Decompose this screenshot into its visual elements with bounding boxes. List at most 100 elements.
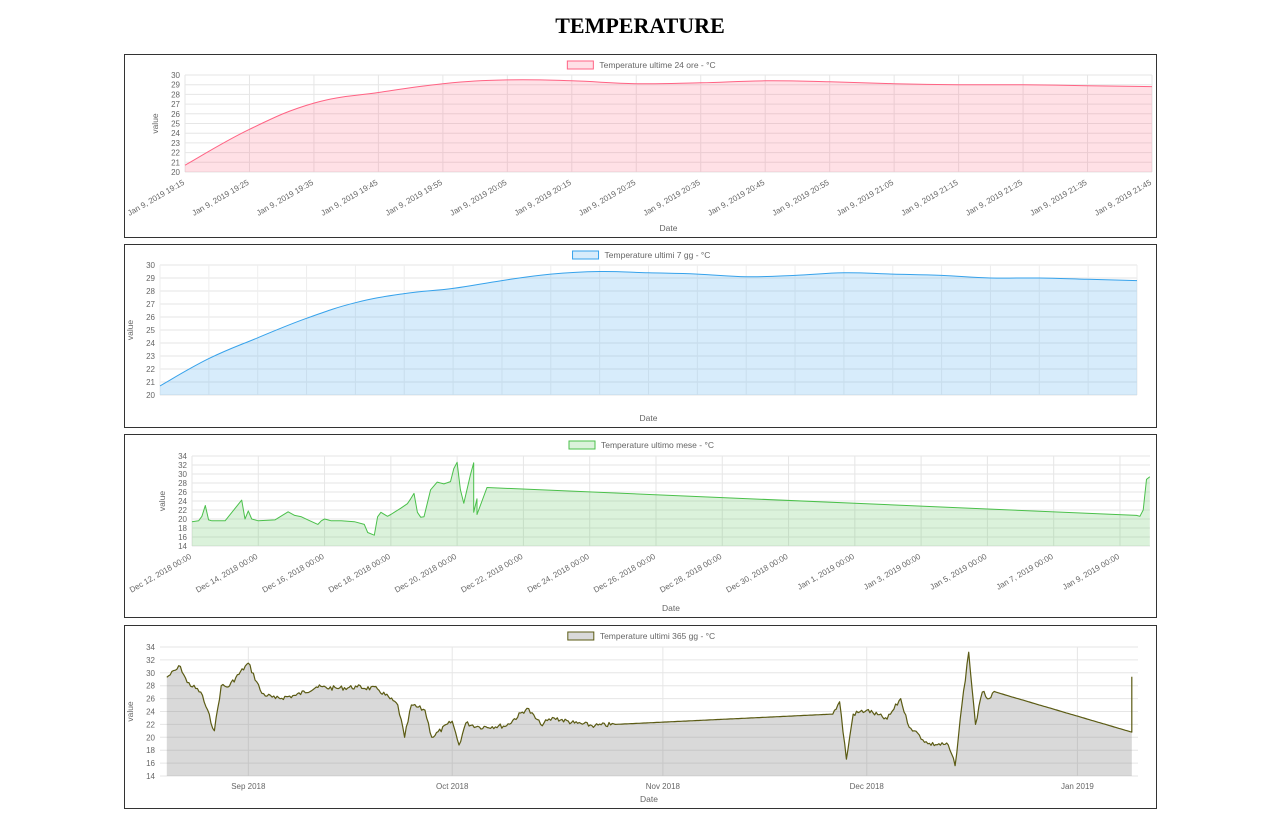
data-point	[1087, 85, 1088, 86]
series-area	[160, 271, 1137, 395]
data-point	[1131, 676, 1132, 677]
data-point	[214, 730, 215, 731]
y-tick-label: 20	[178, 515, 187, 524]
data-point	[390, 514, 391, 515]
data-point	[990, 277, 991, 278]
data-point	[356, 686, 357, 687]
data-point	[184, 165, 185, 166]
data-point	[159, 385, 160, 386]
data-point	[420, 517, 421, 518]
x-tick-label: Dec 20, 2018 00:00	[393, 552, 458, 595]
chart-month: Temperature ultimo mese - °C 141618202224…	[128, 440, 1151, 613]
y-tick-label: 18	[178, 524, 187, 533]
data-point	[450, 481, 451, 482]
data-point	[554, 717, 555, 718]
y-tick-label: 21	[146, 378, 155, 387]
data-point	[313, 103, 314, 104]
x-tick-label: Jan 9, 2019 19:55	[384, 178, 444, 218]
legend-swatch	[566, 60, 594, 70]
data-point	[1149, 476, 1150, 477]
data-point	[261, 693, 262, 694]
series-line	[191, 461, 1151, 536]
y-tick-label: 16	[146, 759, 155, 768]
x-tick-label: Oct 2018	[436, 782, 469, 791]
x-tick-label: Jan 9, 2019 21:25	[964, 178, 1024, 218]
series-area	[192, 462, 1150, 546]
y-tick-label: 14	[146, 772, 155, 781]
chart-365d: Temperature ultimi 365 gg - °C 14 16 18 20 22…	[125, 631, 1138, 804]
data-point	[479, 726, 480, 727]
x-tick-label: Jan 9, 2019 21:35	[1029, 178, 1089, 218]
y-tick-label: 24	[146, 339, 155, 348]
data-point	[306, 318, 307, 319]
data-point	[166, 677, 167, 678]
legend-label: Temperature ultime 24 ore - °C	[599, 60, 715, 70]
y-tick-label: 23	[146, 352, 155, 361]
series-line	[166, 651, 1133, 767]
x-axis-title: Date	[662, 603, 680, 613]
data-point	[331, 520, 332, 521]
x-tick-label: Jan 9, 2019 19:25	[190, 178, 250, 218]
y-axis-title: value	[157, 491, 167, 512]
legend-label: Temperature ultimo mese - °C	[601, 440, 714, 450]
data-point	[249, 129, 250, 130]
x-tick-label: Sep 2018	[231, 782, 266, 791]
data-point	[430, 489, 431, 490]
data-point	[400, 508, 401, 509]
y-tick-label: 16	[178, 533, 187, 542]
data-point	[907, 723, 908, 724]
y-tick-label: 29	[146, 274, 155, 283]
data-point	[846, 759, 847, 760]
x-tick-label: Jan 9, 2019 19:35	[255, 178, 315, 218]
x-tick-label: Jan 9, 2019 00:00	[1061, 552, 1121, 592]
data-point	[476, 514, 477, 515]
x-tick-label: Jan 9, 2019 20:15	[513, 178, 573, 218]
data-point	[424, 710, 425, 711]
data-point	[941, 275, 942, 276]
x-tick-label: Jan 9, 2019 21:15	[900, 178, 960, 218]
data-point	[829, 81, 830, 82]
data-point	[180, 666, 181, 667]
x-tick-label: Dec 28, 2018 00:00	[658, 552, 723, 595]
data-point	[257, 337, 258, 338]
data-point	[367, 532, 368, 533]
x-tick-label: Jan 9, 2019 20:35	[642, 178, 702, 218]
data-point	[355, 302, 356, 303]
data-point	[443, 483, 444, 484]
data-point	[288, 511, 289, 512]
data-point	[374, 535, 375, 536]
y-tick-label: 32	[146, 656, 155, 665]
data-point	[410, 498, 411, 499]
y-tick-label: 29	[171, 81, 180, 90]
data-point	[540, 724, 541, 725]
data-point	[307, 519, 308, 520]
chart-panel-24h: Temperature ultime 24 ore - °C 20 21 22 23 24…	[124, 54, 1157, 238]
data-point	[473, 488, 474, 489]
data-point	[457, 462, 458, 463]
data-point	[843, 272, 844, 273]
data-point	[394, 512, 395, 513]
y-tick-label: 28	[171, 90, 180, 99]
y-tick-label: 22	[146, 720, 155, 729]
data-point	[244, 518, 245, 519]
data-point	[1131, 732, 1132, 733]
data-point	[463, 503, 464, 504]
data-point	[423, 516, 424, 517]
data-point	[437, 482, 438, 483]
series-line	[159, 270, 1138, 387]
data-point	[961, 704, 962, 705]
data-point	[892, 274, 893, 275]
data-point	[378, 92, 379, 93]
data-point	[832, 713, 833, 714]
y-tick-label: 23	[171, 139, 180, 148]
data-point	[453, 288, 454, 289]
data-point	[452, 721, 453, 722]
data-point	[1143, 509, 1144, 510]
y-tick-label: 30	[178, 470, 187, 479]
data-point	[948, 744, 949, 745]
y-axis-title: value	[150, 113, 160, 134]
data-point	[327, 519, 328, 520]
data-point	[794, 275, 795, 276]
y-tick-label: 24	[178, 497, 187, 506]
data-point	[211, 520, 212, 521]
